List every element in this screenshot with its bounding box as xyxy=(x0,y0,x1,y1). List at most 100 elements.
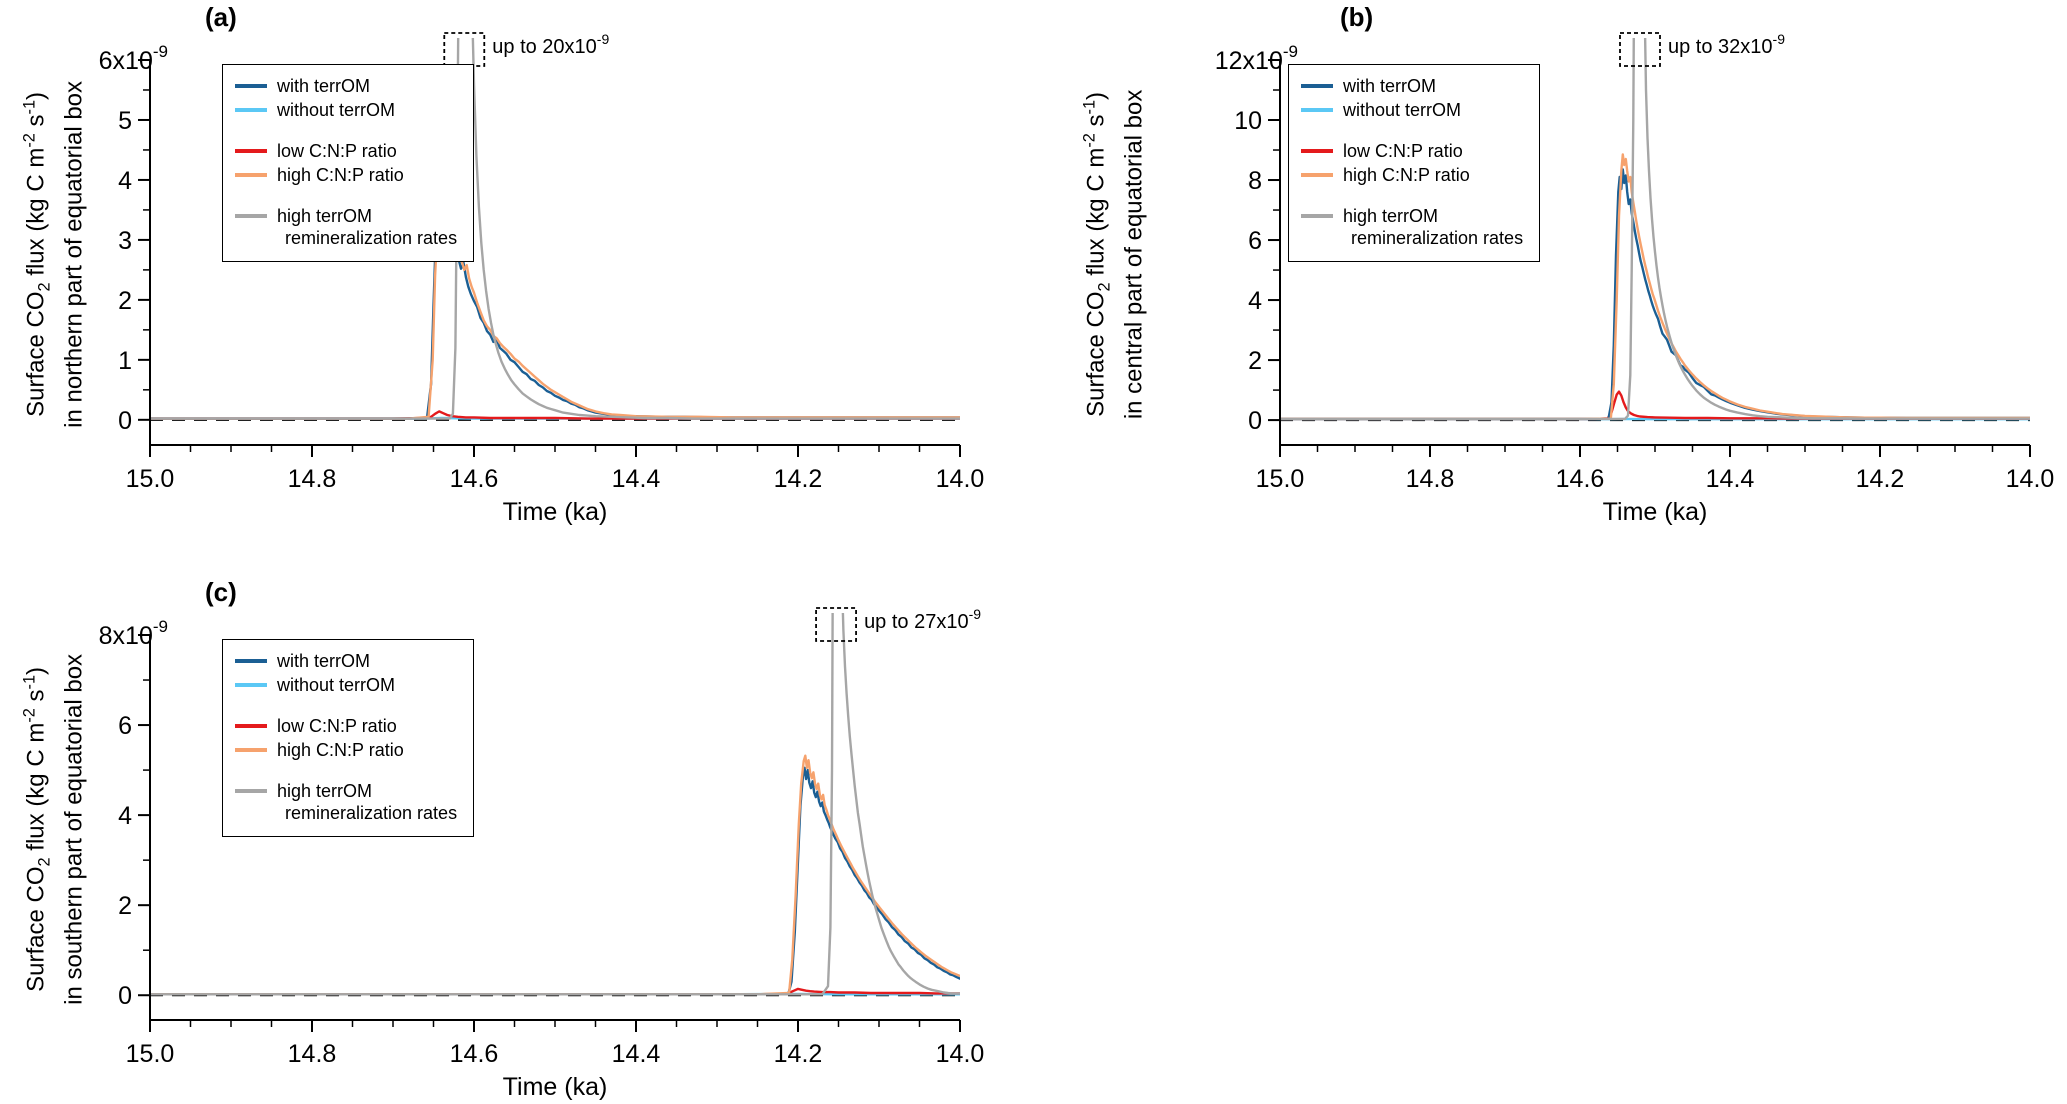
y-tick-label: 0 xyxy=(1248,407,1262,435)
x-tick-label: 15.0 xyxy=(126,1040,175,1068)
high-terrom-remineralization-line-swatch xyxy=(1301,214,1333,218)
y-axis-max-label: 8x10-9 xyxy=(99,617,168,650)
legend-label-high-terrom-remineralization: high terrOM remineralization rates xyxy=(277,781,458,823)
high-terrom-remineralization-line-swatch xyxy=(235,214,267,218)
y-tick-label: 1 xyxy=(118,347,132,375)
legend-item-high-cnp-ratio: high C:N:P ratio xyxy=(1301,164,1523,186)
x-tick-label: 15.0 xyxy=(126,465,175,493)
y-tick-label: 4 xyxy=(118,167,132,195)
panel-c-legend: with terrOM without terrOM low C:N:P ratio… xyxy=(222,639,475,837)
high-cnp-ratio-line-swatch xyxy=(235,748,267,752)
panel-b-legend: with terrOM without terrOM low C:N:P ratio… xyxy=(1288,64,1541,262)
series-high-cnp-ratio xyxy=(150,754,960,996)
legend-group-gap xyxy=(235,698,457,713)
high-cnp-ratio-line-swatch xyxy=(235,173,267,177)
x-tick-label: 14.6 xyxy=(1556,465,1605,493)
legend-item-without-terrom: without terrOM xyxy=(1301,99,1523,121)
without-terrom-line-swatch xyxy=(1301,108,1333,112)
y-tick-label: 2 xyxy=(118,892,132,920)
offscale-annotation-label: up to 27x10-9 xyxy=(864,606,981,633)
y-tick-label: 2 xyxy=(118,287,132,315)
legend-item-high-cnp-ratio: high C:N:P ratio xyxy=(235,739,457,761)
legend-group-gap xyxy=(235,763,457,778)
y-axis-max-label: 6x10-9 xyxy=(99,42,168,75)
offscale-annotation-label: up to 20x10-9 xyxy=(492,31,609,58)
legend-label-high-terrom-remineralization-line2: remineralization rates xyxy=(1351,228,1524,248)
low-cnp-ratio-line-swatch xyxy=(235,724,267,728)
y-tick-label: 3 xyxy=(118,227,132,255)
legend-label-high-cnp-ratio: high C:N:P ratio xyxy=(277,740,404,760)
legend-item-low-cnp-ratio: low C:N:P ratio xyxy=(235,715,457,737)
legend-label-high-cnp-ratio: high C:N:P ratio xyxy=(1343,165,1470,185)
legend-label-high-cnp-ratio: high C:N:P ratio xyxy=(277,165,404,185)
legend-item-high-terrom-remineralization: high terrOM remineralization rates xyxy=(235,205,457,249)
panel-c-chart-canvas: 0 2 4 6 8x10-9 15.0 14.8 14.6 14.4 14.2 14.0 up to … xyxy=(99,606,985,1068)
legend-item-high-cnp-ratio: high C:N:P ratio xyxy=(235,164,457,186)
legend-label-with-terrom: with terrOM xyxy=(277,651,371,671)
legend-item-with-terrom: with terrOM xyxy=(1301,75,1523,97)
legend-item-low-cnp-ratio: low C:N:P ratio xyxy=(235,140,457,162)
x-tick-label: 14.6 xyxy=(450,1040,499,1068)
legend-group-gap xyxy=(235,188,457,203)
offscale-annotation-box xyxy=(815,607,857,642)
x-tick-label: 14.8 xyxy=(1406,465,1455,493)
panel-b: (b) Surface CO2 flux (kg C m-2 s-1) in c… xyxy=(1040,0,2067,560)
legend-label-with-terrom: with terrOM xyxy=(277,76,371,96)
panel-a-chart-canvas: 0 1 2 3 4 5 6x10-9 15.0 14.8 14.6 14.4 14.2 14.0 up t… xyxy=(99,31,985,493)
y-tick-label: 2 xyxy=(1248,347,1262,375)
panel-a: (a) Surface CO2 flux (kg C m-2 s-1) in n… xyxy=(0,0,1035,560)
legend-label-low-cnp-ratio: low C:N:P ratio xyxy=(1343,141,1463,161)
x-tick-label: 14.4 xyxy=(612,1040,661,1068)
panel-c-x-axis-title: Time (ka) xyxy=(502,1073,608,1101)
x-tick-label: 14.2 xyxy=(1856,465,1905,493)
legend-label-high-terrom-remineralization: high terrOM remineralization rates xyxy=(277,206,458,248)
x-tick-label: 14.4 xyxy=(1706,465,1755,493)
legend-label-high-terrom-remineralization-line2: remineralization rates xyxy=(285,228,458,248)
series-high-terrom-remineralization xyxy=(150,38,960,420)
series-with-terrom xyxy=(150,766,960,996)
with-terrom-line-swatch xyxy=(1301,84,1333,88)
x-tick-label: 14.2 xyxy=(774,1040,823,1068)
panel-a-legend: with terrOM without terrOM low C:N:P ratio… xyxy=(222,64,475,262)
panel-b-x-axis-title: Time (ka) xyxy=(1602,498,1708,526)
panel-b-label: (b) xyxy=(1340,2,1374,32)
legend-label-with-terrom: with terrOM xyxy=(1343,76,1437,96)
legend-label-without-terrom: without terrOM xyxy=(1343,100,1462,120)
y-tick-label: 5 xyxy=(118,107,132,135)
x-tick-label: 14.0 xyxy=(936,465,985,493)
x-tick-label: 14.4 xyxy=(612,465,661,493)
legend-item-without-terrom: without terrOM xyxy=(235,99,457,121)
y-tick-label: 8 xyxy=(1248,167,1262,195)
legend-item-high-terrom-remineralization: high terrOM remineralization rates xyxy=(1301,205,1523,249)
legend-group-gap xyxy=(235,123,457,138)
legend-item-without-terrom: without terrOM xyxy=(235,674,457,696)
x-tick-label: 14.0 xyxy=(2006,465,2055,493)
panel-a-label: (a) xyxy=(205,2,237,32)
x-tick-label: 15.0 xyxy=(1256,465,1305,493)
legend-item-high-terrom-remineralization: high terrOM remineralization rates xyxy=(235,780,457,824)
panel-b-chart-canvas: 0 2 4 6 8 10 12x10-9 15.0 14.8 14.6 14.4 14.2 14.0 up… xyxy=(1215,31,2055,493)
x-tick-label: 14.0 xyxy=(936,1040,985,1068)
legend-label-high-terrom-remineralization: high terrOM remineralization rates xyxy=(1343,206,1524,248)
legend-label-without-terrom: without terrOM xyxy=(277,100,396,120)
y-tick-label: 4 xyxy=(118,802,132,830)
without-terrom-line-swatch xyxy=(235,683,267,687)
x-tick-label: 14.6 xyxy=(450,465,499,493)
without-terrom-line-swatch xyxy=(235,108,267,112)
legend-label-low-cnp-ratio: low C:N:P ratio xyxy=(277,141,397,161)
with-terrom-line-swatch xyxy=(235,84,267,88)
legend-item-low-cnp-ratio: low C:N:P ratio xyxy=(1301,140,1523,162)
legend-label-low-cnp-ratio: low C:N:P ratio xyxy=(277,716,397,736)
offscale-annotation-label: up to 32x10-9 xyxy=(1668,31,1785,58)
series-low-cnp-ratio xyxy=(1280,390,2030,421)
legend-group-gap xyxy=(1301,188,1523,203)
y-tick-label: 10 xyxy=(1234,107,1262,135)
low-cnp-ratio-line-swatch xyxy=(235,149,267,153)
high-terrom-remineralization-line-swatch xyxy=(235,789,267,793)
low-cnp-ratio-line-swatch xyxy=(1301,149,1333,153)
legend-group-gap xyxy=(1301,123,1523,138)
series-high-terrom-remineralization xyxy=(1280,38,2030,421)
y-tick-label: 6 xyxy=(118,712,132,740)
with-terrom-line-swatch xyxy=(235,659,267,663)
